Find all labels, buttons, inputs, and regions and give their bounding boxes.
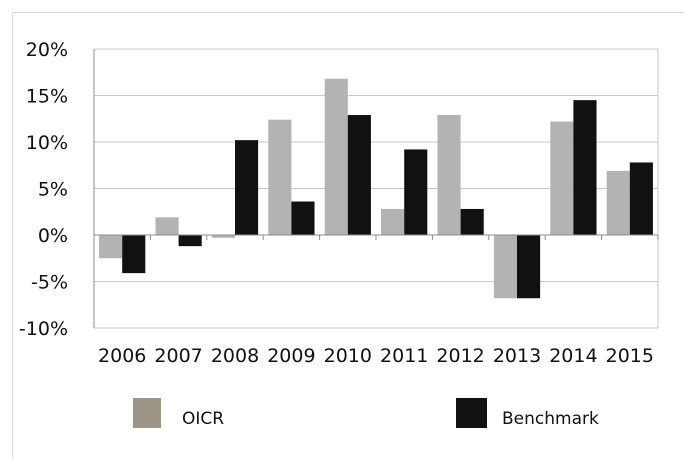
x-tick-label: 2007 [154, 345, 202, 367]
bar-oicr-2014 [550, 121, 574, 235]
y-tick-labels: 20% 15% 10% 5% 0% -5% -10% [19, 39, 68, 340]
legend-label-oicr: OICR [182, 409, 224, 429]
bar-oicr-2011 [381, 208, 405, 235]
y-tick-label: 10% [26, 132, 68, 154]
bar-oicr-2012 [437, 115, 461, 235]
x-tick-label: 2009 [267, 345, 315, 367]
bar-benchmark-2011 [404, 149, 428, 235]
bar-benchmark-2012 [460, 208, 484, 235]
bar-oicr-2013 [493, 235, 517, 299]
bar-oicr-2015 [606, 170, 630, 235]
x-tick-label: 2010 [324, 345, 372, 367]
bar-oicr-2010 [324, 78, 348, 235]
bars [99, 78, 653, 299]
legend-swatch-benchmark [456, 398, 487, 428]
y-tick-label: 5% [38, 179, 68, 201]
y-tick-label: -10% [19, 318, 68, 340]
bar-benchmark-2009 [291, 201, 315, 235]
bar-oicr-2009 [268, 119, 292, 235]
x-tick-label: 2006 [98, 345, 146, 367]
y-tick-label: 15% [26, 86, 68, 108]
bar-benchmark-2006 [122, 235, 146, 274]
bar-benchmark-2013 [517, 235, 541, 299]
x-tick-label: 2013 [493, 345, 541, 367]
y-tick-label: -5% [31, 272, 68, 294]
bar-benchmark-2008 [235, 140, 259, 235]
bar-oicr-2008 [211, 235, 235, 238]
bar-oicr-2006 [99, 235, 123, 259]
x-tick-label: 2011 [380, 345, 428, 367]
bar-oicr-2007 [155, 217, 179, 235]
legend-label-benchmark: Benchmark [502, 409, 599, 429]
x-tick-label: 2014 [549, 345, 597, 367]
legend-swatch-oicr [133, 398, 161, 428]
x-tick-label: 2012 [436, 345, 484, 367]
x-tick-label: 2015 [606, 345, 654, 367]
bar-benchmark-2014 [573, 100, 597, 236]
x-tick-labels: 2006 2007 2008 2009 2010 2011 2012 2013 2014 2015 [98, 345, 654, 367]
legend: OICR Benchmark [133, 398, 599, 429]
bar-benchmark-2015 [629, 162, 653, 235]
y-tick-label: 20% [26, 39, 68, 61]
y-tick-label: 0% [38, 225, 68, 247]
bar-benchmark-2007 [178, 235, 202, 247]
axes [93, 49, 659, 328]
bar-benchmark-2010 [347, 115, 371, 235]
x-tick-label: 2008 [211, 345, 259, 367]
